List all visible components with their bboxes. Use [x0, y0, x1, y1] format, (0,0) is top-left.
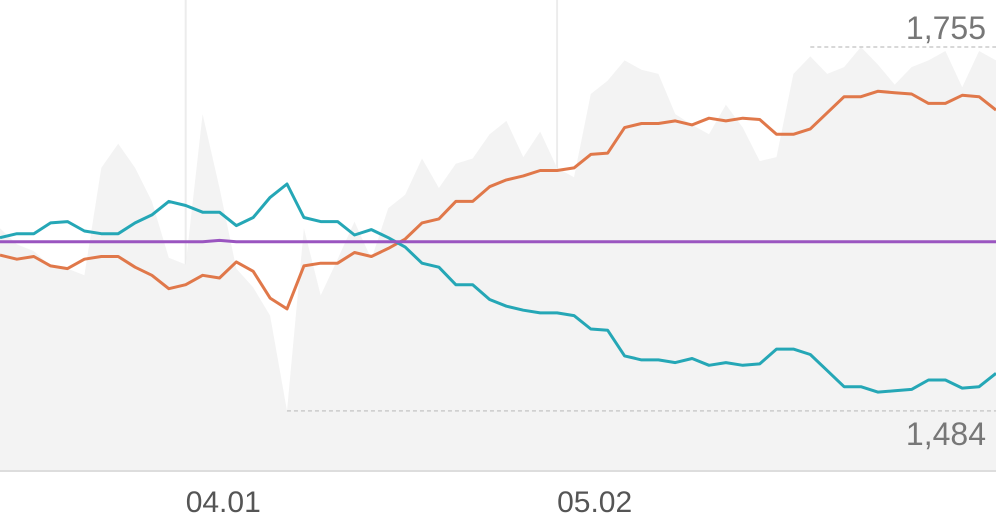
series-line-teal — [0, 182, 996, 394]
series-line-purple — [0, 238, 996, 244]
x-tick-label: 04.01 — [186, 486, 261, 519]
extrema-dashed-lines — [286, 46, 996, 412]
x-tick-label: 05.02 — [557, 486, 632, 519]
series-lines — [0, 89, 996, 394]
x-tick-labels: 04.01 05.02 — [186, 486, 632, 519]
series-line-orange — [0, 89, 996, 311]
min-value-label: 1,484 — [906, 416, 986, 452]
max-value-label: 1,755 — [906, 10, 986, 46]
background-area-series — [0, 47, 996, 470]
